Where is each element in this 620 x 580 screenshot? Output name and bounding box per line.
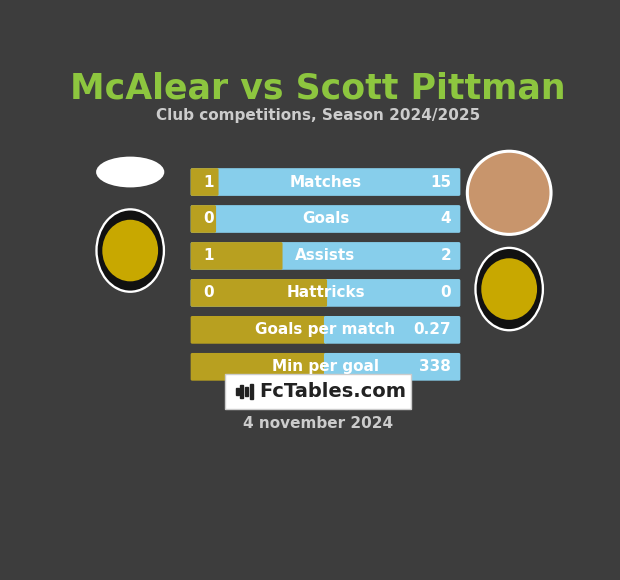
Ellipse shape — [477, 249, 542, 329]
Text: Club competitions, Season 2024/2025: Club competitions, Season 2024/2025 — [156, 108, 480, 124]
Ellipse shape — [97, 211, 162, 291]
Text: Min per goal: Min per goal — [272, 360, 379, 374]
Text: 0: 0 — [440, 285, 451, 300]
Bar — [236, 387, 239, 396]
FancyBboxPatch shape — [191, 279, 460, 307]
Text: McAlear vs Scott Pittman: McAlear vs Scott Pittman — [70, 72, 565, 106]
Ellipse shape — [102, 220, 158, 281]
FancyBboxPatch shape — [191, 279, 327, 307]
Text: 1: 1 — [203, 175, 213, 190]
FancyBboxPatch shape — [191, 205, 460, 233]
Text: 0: 0 — [203, 212, 214, 226]
Text: 0.27: 0.27 — [414, 322, 451, 338]
Circle shape — [466, 150, 552, 236]
Bar — [249, 384, 253, 399]
Text: 338: 338 — [419, 360, 451, 374]
Text: FcTables.com: FcTables.com — [259, 382, 406, 401]
Text: 2: 2 — [440, 248, 451, 263]
Text: Matches: Matches — [290, 175, 361, 190]
Text: Goals per match: Goals per match — [255, 322, 396, 338]
Text: 1: 1 — [203, 248, 213, 263]
FancyBboxPatch shape — [191, 242, 460, 270]
FancyBboxPatch shape — [224, 374, 410, 409]
Text: Assists: Assists — [295, 248, 356, 263]
Bar — [245, 387, 248, 396]
Text: 4 november 2024: 4 november 2024 — [242, 416, 393, 432]
Bar — [241, 385, 243, 398]
Text: 0: 0 — [203, 285, 214, 300]
Ellipse shape — [96, 157, 164, 187]
Text: 4: 4 — [440, 212, 451, 226]
Text: 15: 15 — [430, 175, 451, 190]
Text: Hattricks: Hattricks — [286, 285, 365, 300]
Circle shape — [469, 153, 549, 233]
FancyBboxPatch shape — [191, 353, 327, 380]
FancyBboxPatch shape — [324, 316, 460, 344]
FancyBboxPatch shape — [191, 168, 460, 196]
Ellipse shape — [474, 246, 544, 331]
Ellipse shape — [95, 208, 165, 293]
Text: Goals: Goals — [302, 212, 349, 226]
FancyBboxPatch shape — [191, 242, 283, 270]
FancyBboxPatch shape — [324, 353, 460, 380]
Ellipse shape — [481, 258, 537, 320]
FancyBboxPatch shape — [191, 316, 327, 344]
FancyBboxPatch shape — [191, 168, 219, 196]
FancyBboxPatch shape — [191, 205, 216, 233]
